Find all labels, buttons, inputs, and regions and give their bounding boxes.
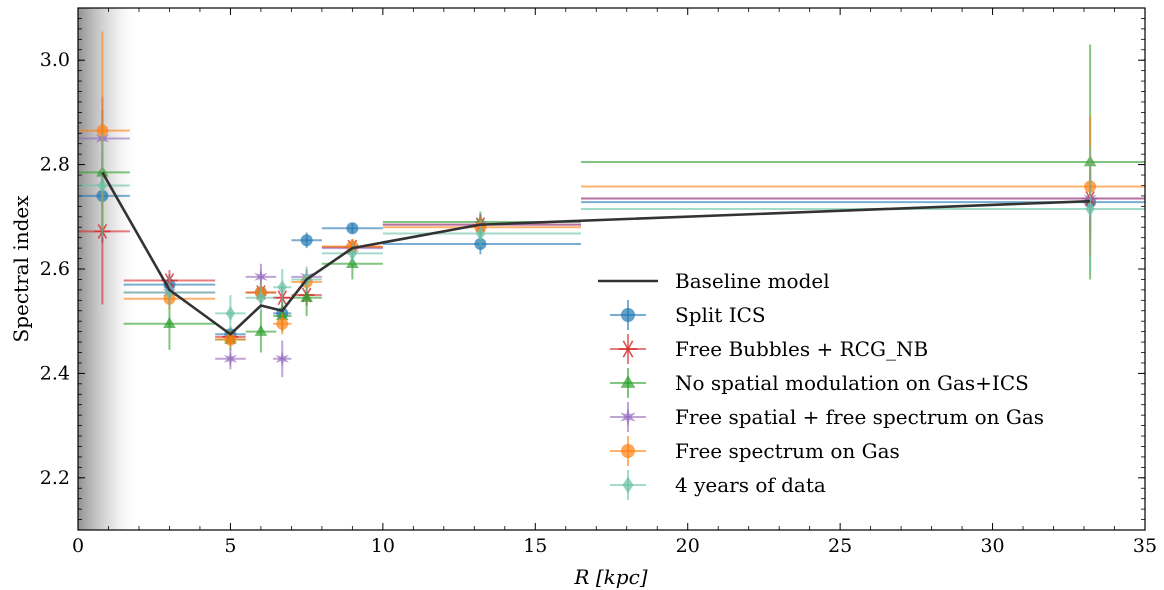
data-point: [346, 222, 359, 235]
legend-label: Free spectrum on Gas: [675, 439, 900, 463]
data-point: [224, 333, 237, 346]
legend-marker: [621, 308, 635, 322]
x-tick-label: 0: [72, 535, 84, 557]
data-point: [96, 124, 109, 137]
x-tick-label: 30: [980, 535, 1004, 557]
series-free-spectrum-on-gas: [78, 31, 1145, 348]
data-point: [97, 178, 108, 193]
data-layer: [78, 31, 1145, 378]
y-tick-label: 2.6: [40, 258, 70, 280]
legend-entry: Free spatial + free spectrum on Gas: [610, 402, 1044, 432]
x-tick-label: 5: [224, 535, 236, 557]
data-point: [300, 234, 313, 247]
data-point: [475, 226, 486, 241]
data-point: [223, 350, 238, 367]
legend-label: Baseline model: [675, 269, 830, 293]
y-tick-label: 2.2: [40, 467, 70, 489]
x-tick-label: 20: [676, 535, 700, 557]
legend-marker: [618, 340, 638, 358]
shaded-inner-region: [78, 8, 139, 530]
legend-entry: Split ICS: [610, 300, 766, 330]
legend-entry: 4 years of data: [610, 470, 826, 500]
plot-frame: [77, 7, 1146, 531]
baseline-model-line: [101, 171, 1091, 336]
legend-entry: Baseline model: [598, 269, 830, 293]
data-point: [256, 290, 266, 305]
data-point: [94, 224, 111, 239]
legend-label: Split ICS: [675, 303, 766, 327]
legend: Baseline model Split ICS Free Bubbles + RC…: [598, 269, 1044, 500]
data-point: [163, 316, 176, 329]
legend-marker: [620, 374, 636, 388]
legend-label: Free spatial + free spectrum on Gas: [675, 405, 1044, 429]
data-point: [225, 306, 236, 321]
tick-labels: 0 5 10 15 20 25 30 35 2.2 2.4 2.6 2.8 3.0: [40, 49, 1157, 557]
data-point: [275, 350, 290, 367]
data-point: [164, 285, 175, 300]
x-axis-label: R [kpc]: [573, 565, 647, 589]
x-tick-label: 10: [371, 535, 395, 557]
legend-entry: Free spectrum on Gas: [610, 436, 900, 466]
x-tick-label: 35: [1133, 535, 1157, 557]
baseline-layer: [101, 171, 1091, 336]
legend-marker: [620, 407, 636, 427]
y-axis-label: Spectral index: [9, 195, 33, 343]
data-point: [300, 290, 313, 302]
legend-marker: [622, 476, 634, 494]
x-tick-label: 15: [523, 535, 547, 557]
data-point: [276, 317, 289, 330]
series-4-years-of-data: [78, 133, 1145, 332]
legend-entry: Free Bubbles + RCG_NB: [610, 334, 928, 364]
data-point: [277, 280, 288, 295]
legend-entry: No spatial modulation on Gas+ICS: [610, 368, 1029, 398]
y-tick-label: 2.4: [40, 362, 70, 384]
data-point: [254, 324, 268, 336]
data-point: [254, 269, 268, 285]
y-tick-label: 2.8: [40, 154, 70, 176]
x-tick-label: 25: [828, 535, 852, 557]
legend-marker: [621, 444, 635, 458]
series-free-bubbles-rcg-nb: [78, 156, 1145, 345]
legend-label: Free Bubbles + RCG_NB: [675, 337, 928, 361]
legend-label: 4 years of data: [675, 473, 826, 497]
y-tick-label: 3.0: [40, 49, 70, 71]
data-point: [1085, 201, 1095, 217]
legend-label: No spatial modulation on Gas+ICS: [675, 371, 1029, 395]
data-point: [274, 290, 291, 306]
